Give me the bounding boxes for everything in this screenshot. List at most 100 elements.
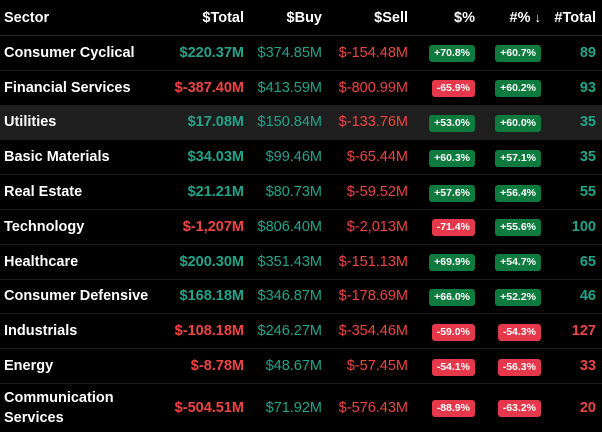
total-value: $21.21M <box>187 184 244 201</box>
count-value: 35 <box>579 114 596 131</box>
dollar-pct-badge: -71.4% <box>431 219 475 237</box>
count-pct-badge: -63.2% <box>497 400 541 418</box>
count-pct-badge: +60.0% <box>495 114 541 132</box>
sell-value: $-354.46M <box>338 323 408 340</box>
sector-name: Real Estate <box>4 184 83 201</box>
table-row[interactable]: Basic Materials $34.03M $99.46M $-65.44M… <box>0 140 602 176</box>
buy-value: $150.84M <box>257 114 323 131</box>
count-pct-badge: +57.1% <box>495 149 541 167</box>
count-value: 35 <box>579 149 596 166</box>
sector-name: Financial Services <box>4 79 131 96</box>
count-pct-badge: +60.2% <box>495 80 541 98</box>
total-value: $-504.51M <box>174 399 244 416</box>
total-value: $34.03M <box>187 149 244 166</box>
count-pct-badge: +56.4% <box>495 184 541 202</box>
count-pct-badge: +54.7% <box>495 254 541 272</box>
count-value: 20 <box>579 399 596 416</box>
buy-value: $806.40M <box>257 218 323 235</box>
sell-value: $-2,013M <box>346 218 408 235</box>
sell-value: $-576.43M <box>338 399 408 416</box>
table-row[interactable]: Real Estate $21.21M $80.73M $-59.52M +57… <box>0 175 602 210</box>
sector-name: Communication Services <box>0 388 162 428</box>
total-value: $17.08M <box>187 114 244 131</box>
dollar-pct-badge: +70.8% <box>429 45 475 63</box>
total-value: $168.18M <box>179 288 245 305</box>
dollar-pct-badge: -65.9% <box>431 80 475 98</box>
count-value: 89 <box>579 44 596 61</box>
sell-value: $-151.13M <box>338 253 408 270</box>
dollar-pct-badge: -59.0% <box>431 323 475 341</box>
sell-value: $-65.44M <box>346 149 408 166</box>
sector-name: Consumer Defensive <box>4 288 149 305</box>
buy-value: $71.92M <box>265 399 322 416</box>
dollar-pct-badge: +60.3% <box>429 149 475 167</box>
count-value: 55 <box>579 184 596 201</box>
column-header-buy[interactable]: $Buy <box>286 9 322 26</box>
count-pct-badge: +52.2% <box>495 288 541 306</box>
total-value: $-108.18M <box>174 323 244 340</box>
count-pct-badge: -54.3% <box>497 323 541 341</box>
count-value: 127 <box>571 323 596 340</box>
sector-name: Technology <box>4 218 85 235</box>
total-value: $-387.40M <box>174 79 244 96</box>
table-row[interactable]: Energy $-8.78M $48.67M $-57.45M -54.1% -… <box>0 349 602 384</box>
table-row[interactable]: Communication Services $-504.51M $71.92M… <box>0 384 602 432</box>
buy-value: $99.46M <box>265 149 322 166</box>
column-header-count[interactable]: #Total <box>554 9 596 26</box>
dollar-pct-badge: -88.9% <box>431 400 475 418</box>
count-value: 65 <box>579 253 596 270</box>
table-row[interactable]: Consumer Defensive $168.18M $346.87M $-1… <box>0 280 602 315</box>
count-pct-badge: +60.7% <box>495 45 541 63</box>
dollar-pct-badge: +57.6% <box>429 184 475 202</box>
buy-value: $246.27M <box>257 323 323 340</box>
count-value: 46 <box>579 288 596 305</box>
table-row[interactable]: Utilities $17.08M $150.84M $-133.76M +53… <box>0 105 602 141</box>
table-row[interactable]: Industrials $-108.18M $246.27M $-354.46M… <box>0 314 602 350</box>
total-value: $-8.78M <box>190 358 244 375</box>
count-pct-badge: +55.6% <box>495 219 541 237</box>
column-header-total[interactable]: $Total <box>202 9 244 26</box>
table-row[interactable]: Healthcare $200.30M $351.43M $-151.13M +… <box>0 245 602 280</box>
dollar-pct-badge: +53.0% <box>429 114 475 132</box>
buy-value: $80.73M <box>265 184 322 201</box>
buy-value: $413.59M <box>257 79 323 96</box>
sort-descending-icon: ↓ <box>534 9 542 25</box>
sector-name: Healthcare <box>4 253 79 270</box>
buy-value: $374.85M <box>257 44 323 61</box>
dollar-pct-badge: +69.9% <box>429 254 475 272</box>
dollar-pct-badge: -54.1% <box>431 358 475 376</box>
sector-name: Energy <box>4 358 54 375</box>
buy-value: $351.43M <box>257 253 323 270</box>
buy-value: $346.87M <box>257 288 323 305</box>
sector-name: Industrials <box>4 323 78 340</box>
count-pct-badge: -56.3% <box>497 358 541 376</box>
total-value: $-1,207M <box>182 218 244 235</box>
sell-value: $-57.45M <box>346 358 408 375</box>
sector-name-line1: Communication <box>4 389 114 406</box>
count-value: 33 <box>579 358 596 375</box>
sell-value: $-133.76M <box>338 114 408 131</box>
table-header: Sector $Total $Buy $Sell $% #% ↓ #Total <box>0 0 602 36</box>
sector-name-line2: Services <box>4 409 64 426</box>
sell-value: $-800.99M <box>338 79 408 96</box>
column-header-sector[interactable]: Sector <box>4 9 50 26</box>
sell-value: $-154.48M <box>338 44 408 61</box>
table-row[interactable]: Financial Services $-387.40M $413.59M $-… <box>0 71 602 106</box>
column-header-dollar-pct[interactable]: $% <box>454 9 475 26</box>
column-header-count-pct[interactable]: #% ↓ <box>475 9 542 26</box>
buy-value: $48.67M <box>265 358 322 375</box>
sector-name: Consumer Cyclical <box>4 44 135 61</box>
column-header-count-pct-label: #% <box>509 9 531 26</box>
count-value: 100 <box>571 218 596 235</box>
total-value: $220.37M <box>179 44 245 61</box>
dollar-pct-badge: +66.0% <box>429 288 475 306</box>
sell-value: $-178.69M <box>338 288 408 305</box>
total-value: $200.30M <box>179 253 245 270</box>
table-row[interactable]: Consumer Cyclical $220.37M $374.85M $-15… <box>0 36 602 71</box>
sector-name: Utilities <box>4 114 57 131</box>
table-row[interactable]: Technology $-1,207M $806.40M $-2,013M -7… <box>0 210 602 245</box>
sector-name: Basic Materials <box>4 149 110 166</box>
column-header-sell[interactable]: $Sell <box>374 9 408 26</box>
count-value: 93 <box>579 79 596 96</box>
